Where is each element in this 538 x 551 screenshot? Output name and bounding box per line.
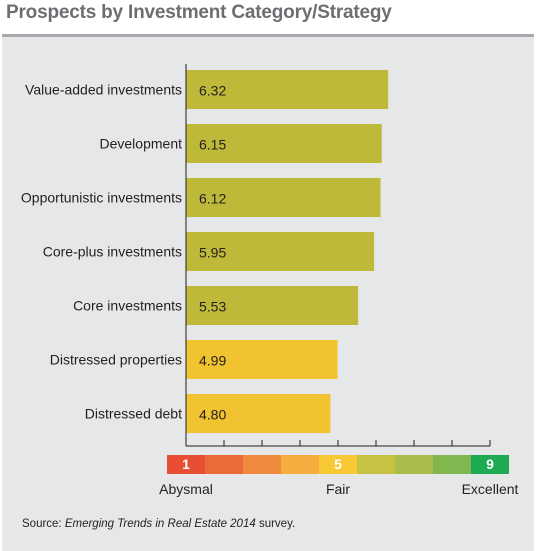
bar [186, 124, 382, 163]
scale-label: Fair [326, 481, 350, 497]
scale-label: Abysmal [159, 481, 213, 497]
scale-segment [243, 455, 281, 474]
category-label: Distressed debt [85, 406, 182, 422]
bar [186, 286, 359, 325]
category-label: Core-plus investments [43, 244, 182, 260]
value-label: 6.12 [199, 191, 226, 207]
value-label: 5.53 [199, 299, 226, 315]
value-label: 4.99 [199, 353, 226, 369]
scale-segment [357, 455, 395, 474]
value-label: 6.15 [199, 137, 226, 153]
category-label: Opportunistic investments [21, 190, 182, 206]
source-prefix: Source: [22, 518, 65, 530]
scale-segment-label: 1 [182, 456, 190, 472]
bar [186, 232, 375, 271]
source-publication: Emerging Trends in Real Estate 2014 [64, 518, 256, 530]
scale-segment [205, 455, 243, 474]
category-label: Core investments [73, 298, 182, 314]
value-label: 6.32 [199, 83, 226, 99]
bar [186, 178, 381, 217]
scale-segment [471, 455, 509, 474]
category-label: Value-added investments [25, 82, 182, 98]
chart-title: Prospects by Investment Category/Strateg… [6, 2, 392, 23]
scale-label: Excellent [462, 481, 519, 497]
scale-segment [395, 455, 433, 474]
bar [186, 340, 338, 379]
source-note: Source: Emerging Trends in Real Estate 2… [22, 518, 295, 530]
category-label: Development [100, 136, 183, 152]
value-label: 5.95 [199, 245, 226, 261]
scale-segment [167, 455, 205, 474]
scale-segment [281, 455, 319, 474]
bar [186, 394, 331, 433]
category-label: Distressed properties [50, 352, 182, 368]
scale-segment-label: 5 [334, 456, 342, 472]
value-label: 4.80 [199, 407, 226, 423]
scale-segment [319, 455, 357, 474]
scale-segment [433, 455, 471, 474]
source-suffix: survey. [255, 518, 296, 530]
scale-segment-label: 9 [486, 456, 494, 472]
bar [186, 70, 389, 109]
